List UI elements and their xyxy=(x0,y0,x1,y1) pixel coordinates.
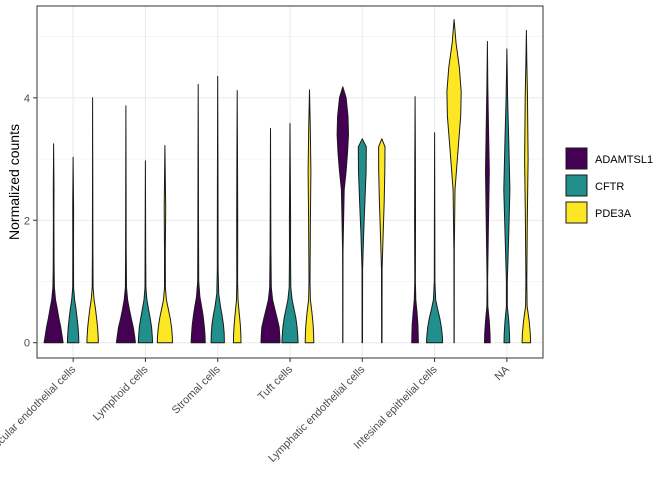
violin-adamtsl1-1 xyxy=(43,143,64,344)
violin-pde3a-6 xyxy=(446,19,462,344)
violin-adamtsl1-5 xyxy=(336,86,349,344)
x-tick-label: NA xyxy=(493,363,513,383)
violin-pde3a-1 xyxy=(86,97,99,344)
violin-cftr-3 xyxy=(210,75,225,344)
x-tick-label: Lymphoid cells xyxy=(91,363,151,423)
violin-cftr-5 xyxy=(357,138,367,344)
violin-pde3a-4 xyxy=(304,89,315,344)
violin-pde3a-2 xyxy=(156,145,173,344)
x-axis: Vascular endothelial cells Lymphoid cells… xyxy=(0,358,512,465)
violin-adamtsl1-6 xyxy=(411,96,419,344)
legend-label-cftr: CFTR xyxy=(595,181,624,193)
x-tick-label: Tuft cells xyxy=(256,363,296,403)
legend: ADAMTSL1 CFTR PDE3A xyxy=(565,147,653,224)
violin-cftr-6 xyxy=(426,132,444,344)
y-axis: 0 2 4 xyxy=(24,93,37,350)
y-tick-label: 0 xyxy=(24,338,30,350)
y-axis-label: Normalized counts xyxy=(6,124,22,240)
violin-pde3a-7 xyxy=(521,30,532,344)
violin-cftr-7 xyxy=(503,48,511,344)
legend-key-cftr xyxy=(565,174,588,197)
legend-label-pde3a: PDE3A xyxy=(595,208,632,220)
legend-label-adamtsl1: ADAMTSL1 xyxy=(595,154,653,166)
violin-cftr-4 xyxy=(281,123,299,344)
y-tick-label: 4 xyxy=(24,93,30,105)
violin-cftr-2 xyxy=(137,160,154,344)
violin-adamtsl1-7 xyxy=(484,41,491,344)
legend-key-adamtsl1 xyxy=(565,147,588,170)
x-tick-label: Stromal cells xyxy=(170,363,223,416)
x-tick-label: Intesinal epithelial cells xyxy=(352,363,440,451)
violin-cftr-1 xyxy=(66,156,80,344)
legend-key-pde3a xyxy=(565,201,588,224)
violin-pde3a-3 xyxy=(232,90,242,344)
x-tick-label: Vascular endothelial cells xyxy=(0,363,79,459)
violin-adamtsl1-4 xyxy=(260,127,281,344)
violin-adamtsl1-2 xyxy=(115,105,136,344)
violin-pde3a-5 xyxy=(378,138,386,344)
violins xyxy=(43,19,532,344)
violin-adamtsl1-3 xyxy=(190,83,206,344)
y-tick-label: 2 xyxy=(24,215,30,227)
